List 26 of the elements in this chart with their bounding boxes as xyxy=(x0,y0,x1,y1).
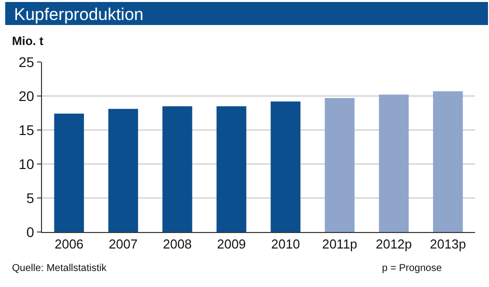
y-tick-label: 20 xyxy=(18,88,34,104)
y-tick-label: 10 xyxy=(18,156,34,172)
bar xyxy=(378,94,409,232)
bar xyxy=(108,108,138,232)
x-tick-label: 2010 xyxy=(271,236,300,252)
bar xyxy=(54,114,84,232)
y-axis-title: Mio. t xyxy=(12,34,44,48)
x-tick-label: 2013p xyxy=(430,236,466,252)
bar xyxy=(216,106,246,232)
x-tick-label: 2011p xyxy=(322,236,358,252)
bar xyxy=(162,106,192,232)
bar xyxy=(270,101,300,232)
y-tick-label: 15 xyxy=(18,122,34,138)
y-tick-label: 0 xyxy=(26,224,34,240)
y-tick-label: 25 xyxy=(18,54,34,70)
x-tick-label: 2006 xyxy=(54,236,84,252)
x-tick-label: 2012p xyxy=(376,236,412,252)
x-tick-label: 2009 xyxy=(216,236,246,252)
bar xyxy=(433,91,463,232)
text: p = Prognose xyxy=(382,263,442,274)
x-tick-label: 2008 xyxy=(162,236,192,252)
source-note: Quelle: Metallstatistik xyxy=(12,263,108,274)
bar xyxy=(324,98,355,232)
chart-title: Kupferproduktion xyxy=(14,5,144,24)
y-tick-label: 5 xyxy=(26,190,34,206)
x-tick-label: 2007 xyxy=(108,236,138,252)
